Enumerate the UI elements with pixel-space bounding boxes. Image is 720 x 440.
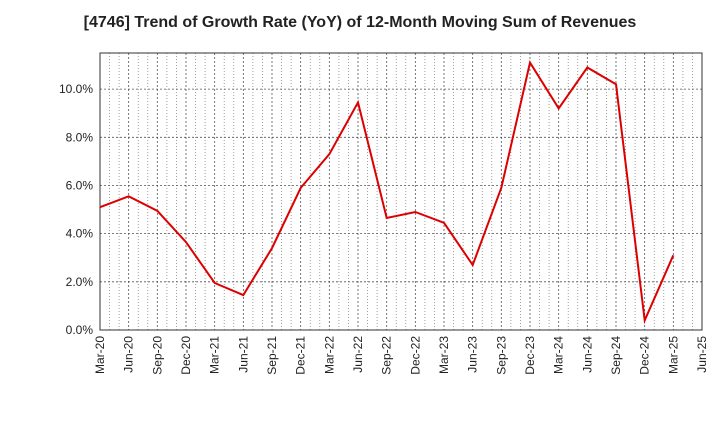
y-tick-label: 4.0% — [66, 227, 94, 241]
x-tick-label: Mar-20 — [93, 336, 107, 374]
x-tick-label: Sep-21 — [265, 336, 279, 375]
x-tick-label: Dec-22 — [408, 336, 422, 375]
x-tick-label: Mar-21 — [208, 336, 222, 374]
x-tick-label: Mar-23 — [437, 336, 451, 374]
x-tick-label: Jun-21 — [236, 336, 250, 373]
x-tick-label: Sep-22 — [380, 336, 394, 375]
x-tick-label: Mar-22 — [322, 336, 336, 374]
x-tick-label: Dec-20 — [179, 336, 193, 375]
x-tick-label: Jun-22 — [351, 336, 365, 373]
x-tick-label: Jun-24 — [580, 336, 594, 373]
x-tick-label: Dec-23 — [523, 336, 537, 375]
y-tick-label: 2.0% — [66, 275, 94, 289]
x-tick-label: Dec-21 — [294, 336, 308, 375]
x-tick-label: Jun-20 — [122, 336, 136, 373]
x-tick-label: Sep-23 — [494, 336, 508, 375]
x-tick-label: Jun-25 — [695, 336, 709, 373]
y-tick-label: 8.0% — [66, 130, 94, 144]
x-tick-label: Sep-20 — [150, 336, 164, 375]
y-tick-label: 6.0% — [66, 178, 94, 192]
x-tick-label: Mar-24 — [552, 336, 566, 374]
x-tick-label: Jun-23 — [466, 336, 480, 373]
y-tick-label: 0.0% — [66, 323, 94, 337]
chart-title: [4746] Trend of Growth Rate (YoY) of 12-… — [83, 14, 637, 31]
x-tick-label: Dec-24 — [638, 336, 652, 375]
series-line — [99, 60, 675, 325]
y-tick-label: 10.0% — [59, 82, 93, 96]
x-tick-label: Mar-25 — [666, 336, 680, 374]
x-tick-label: Sep-24 — [609, 336, 623, 375]
plot-frame — [99, 52, 703, 331]
